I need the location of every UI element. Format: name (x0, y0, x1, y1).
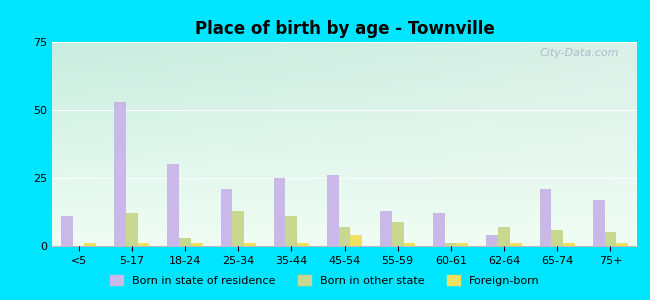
Bar (593, 200, 605, 246)
Bar (350, 235, 362, 246)
Bar (274, 178, 285, 246)
Bar (138, 243, 150, 246)
Bar (327, 175, 339, 246)
Bar (244, 243, 255, 246)
Bar (540, 189, 551, 246)
Bar (232, 211, 244, 246)
Bar (404, 243, 415, 246)
Bar (486, 235, 498, 246)
Bar (191, 243, 203, 246)
Bar (285, 216, 297, 246)
Bar (84, 243, 96, 246)
Bar (434, 213, 445, 246)
Bar (380, 211, 392, 246)
Bar (114, 102, 126, 246)
Bar (616, 243, 628, 246)
Bar (61, 216, 73, 246)
Bar (604, 232, 616, 246)
Text: City-Data.com: City-Data.com (540, 48, 619, 58)
Bar (339, 227, 350, 246)
Bar (168, 164, 179, 246)
Bar (551, 230, 563, 246)
Bar (445, 243, 457, 246)
Bar (179, 238, 191, 246)
Bar (392, 221, 404, 246)
Bar (498, 227, 510, 246)
Bar (563, 243, 575, 246)
Bar (126, 213, 138, 246)
Legend: Born in state of residence, Born in other state, Foreign-born: Born in state of residence, Born in othe… (105, 270, 545, 291)
Bar (220, 189, 232, 246)
Bar (457, 243, 469, 246)
Bar (297, 243, 309, 246)
Title: Place of birth by age - Townville: Place of birth by age - Townville (194, 20, 495, 38)
Bar (510, 243, 521, 246)
